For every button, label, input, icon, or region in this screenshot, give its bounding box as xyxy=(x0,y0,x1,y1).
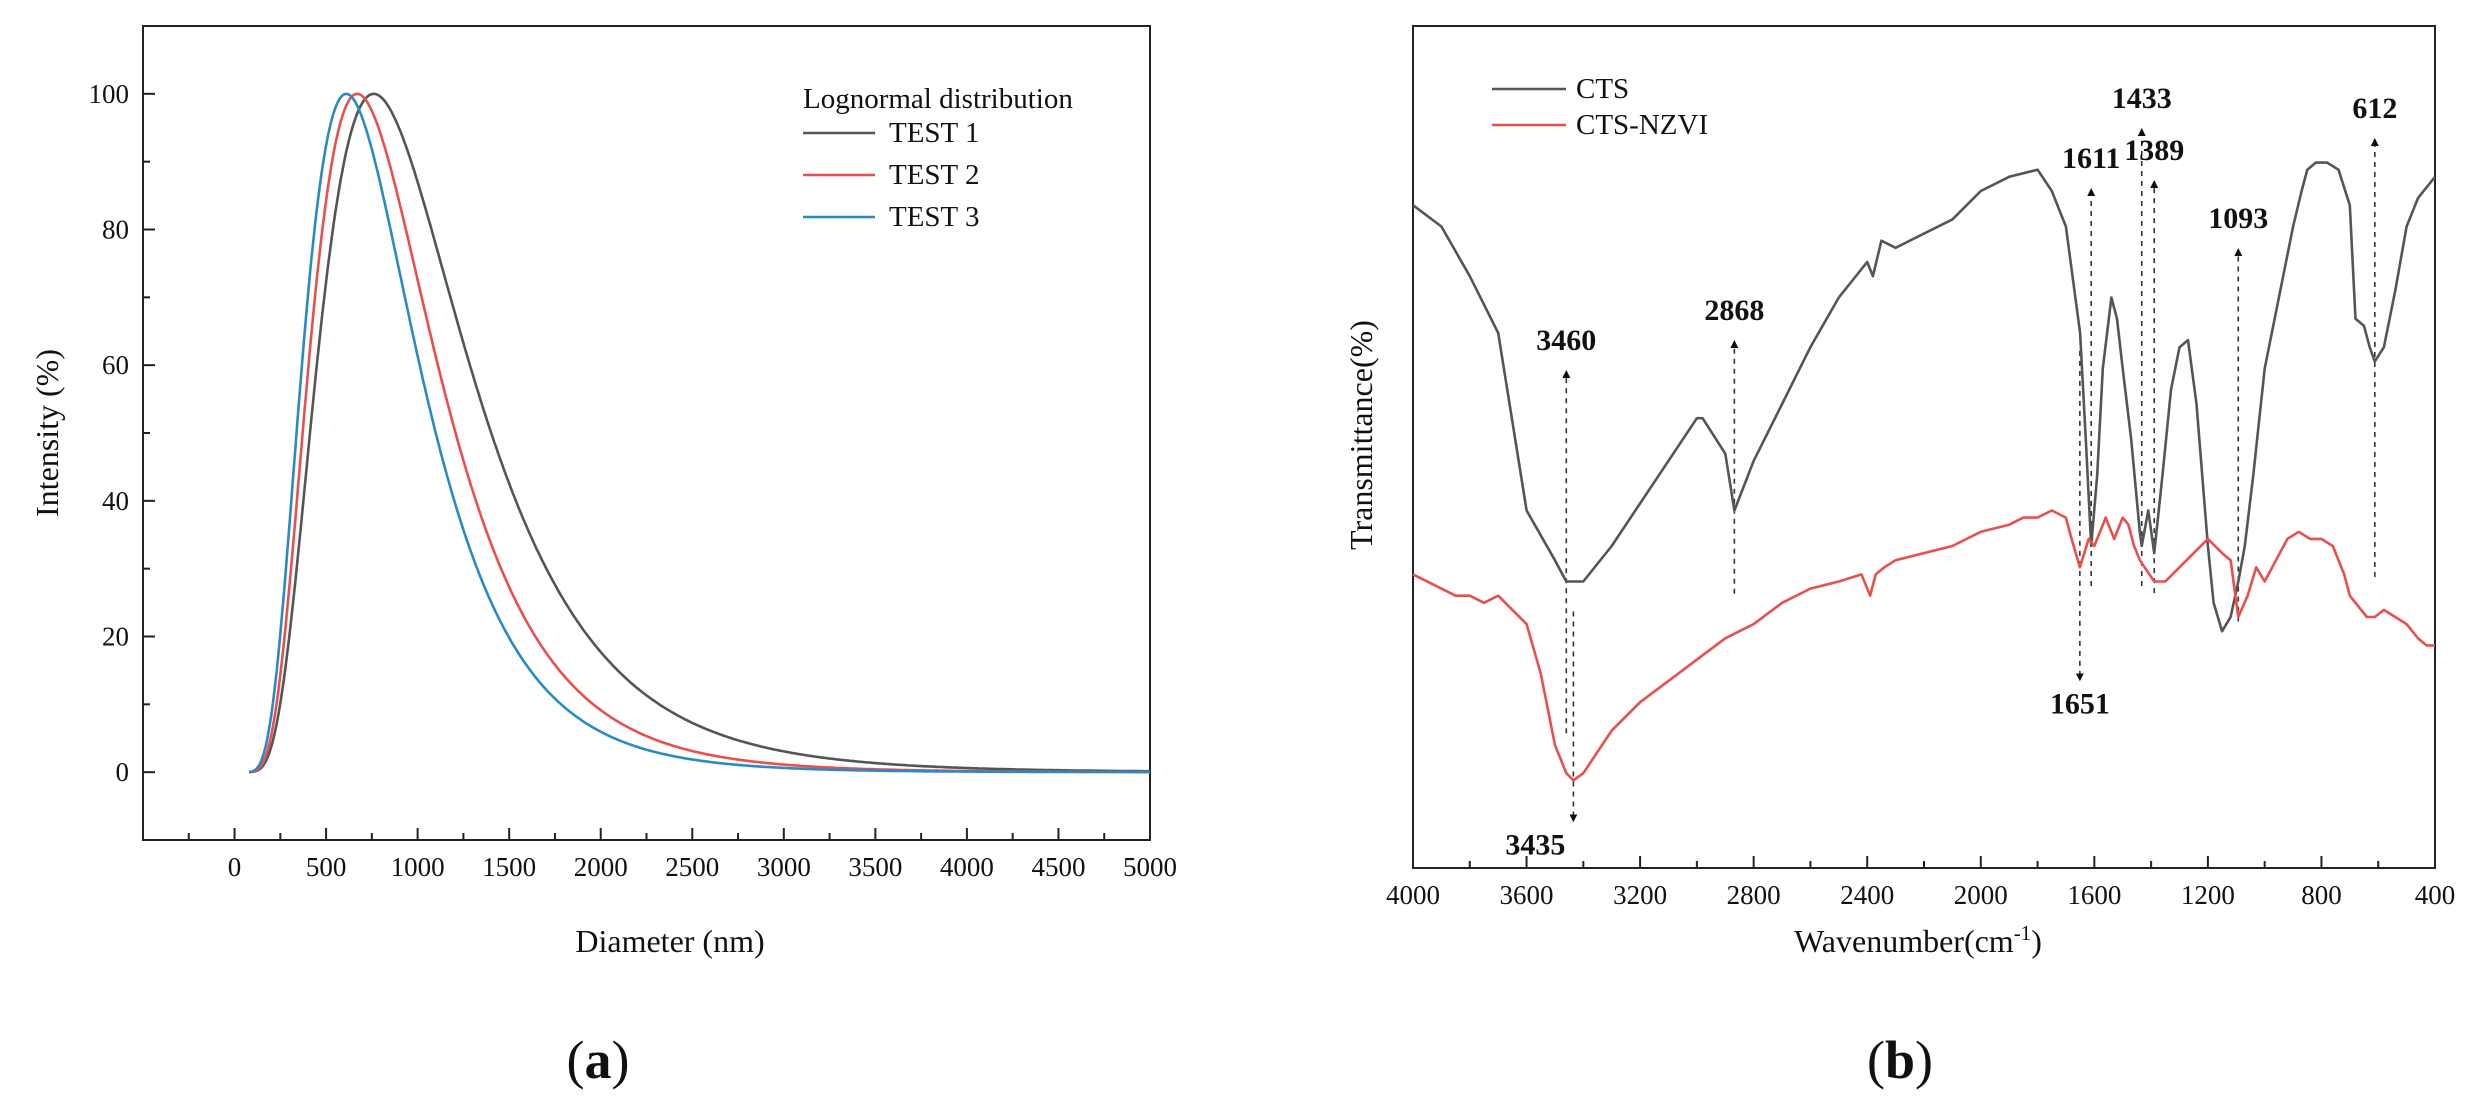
chart-b-x-axis-label-superscript: -1 xyxy=(2014,921,2032,945)
chart-a-ticks: 0 500 1000 1500 2000 2500 3000 3500 4000 4500 5000… xyxy=(89,25,1177,882)
chart-a-x-tick-label-4000: 4000 xyxy=(940,852,994,882)
chart-b-annotation-label-1389: 1389 xyxy=(2124,134,2184,167)
chart-a-y-tick-label-40: 40 xyxy=(102,486,129,516)
chart-a-x-tick-label-500: 500 xyxy=(306,852,347,882)
chart-a-y-axis-label: Intensity (%) xyxy=(29,349,65,517)
chart-b-series-line-2 xyxy=(1412,509,2435,782)
chart-b-x-tick-label-2400: 2400 xyxy=(1840,880,1894,910)
chart-b-legend-label-1: CTS xyxy=(1576,73,1629,105)
chart-b-series xyxy=(1412,161,2437,782)
chart-b-annotation-label-1433: 1433 xyxy=(2112,82,2172,115)
chart-b-annotation-label-3460: 3460 xyxy=(1536,324,1596,357)
chart-a-y-tick-label-0: 0 xyxy=(116,757,130,787)
chart-a-x-tick-label-1500: 1500 xyxy=(482,852,536,882)
chart-b-legend-label-2: CTS-NZVI xyxy=(1576,109,1708,141)
chart-b-annotation-label-1651: 1651 xyxy=(2050,687,2110,720)
chart-b-x-tick-label-2000: 2000 xyxy=(1954,880,2008,910)
panel-label-b-open: ( xyxy=(1867,1030,1885,1090)
chart-a-legend-label-2: TEST 2 xyxy=(889,159,980,191)
chart-b-x-tick-label-1600: 1600 xyxy=(2067,880,2121,910)
chart-b-x-tick-label-400: 400 xyxy=(2415,880,2456,910)
chart-a-legend-title: Lognormal distribution xyxy=(803,83,1073,115)
chart-b-plot-frame xyxy=(1412,25,2436,869)
chart-b-annotation-label-1611: 1611 xyxy=(2062,142,2120,175)
chart-b-x-tick-label-1200: 1200 xyxy=(2181,880,2235,910)
chart-a-legend-label-3: TEST 3 xyxy=(889,201,980,233)
panel-label-b-letter: b xyxy=(1885,1030,1915,1090)
chart-a-x-tick-label-0: 0 xyxy=(228,852,242,882)
chart-a-y-tick-label-60: 60 xyxy=(102,350,129,380)
chart-b-annotation-label-612: 612 xyxy=(2352,92,2397,125)
panel-label-b: (b) xyxy=(1867,1030,1933,1090)
chart-b-x-tick-label-4000: 4000 xyxy=(1386,880,1440,910)
chart-a-x-tick-label-2000: 2000 xyxy=(574,852,628,882)
chart-b-annotation-label-3435: 3435 xyxy=(1505,828,1565,861)
chart-a-series xyxy=(248,92,1150,774)
chart-a-x-tick-label-2500: 2500 xyxy=(665,852,719,882)
panel-label-a-open: ( xyxy=(567,1030,585,1090)
panel-label-b-close: ) xyxy=(1915,1030,1933,1090)
chart-b-x-axis-label: Wavenumber(cm-1) xyxy=(1794,921,2042,959)
chart-a-x-tick-label-1000: 1000 xyxy=(391,852,445,882)
chart-a-x-axis-label: Diameter (nm) xyxy=(575,923,764,959)
chart-b-ticks: 4000 3600 3200 2800 2400 2000 1600 1200 800 400 xyxy=(1386,856,2455,910)
chart-a-y-tick-label-100: 100 xyxy=(89,79,130,109)
chart-b: 4000 3600 3200 2800 2400 2000 1600 1200 800 400 3… xyxy=(1343,25,2455,959)
chart-a-x-tick-label-3500: 3500 xyxy=(848,852,902,882)
chart-a-plot-frame xyxy=(142,25,1151,841)
chart-a-x-tick-label-4500: 4500 xyxy=(1031,852,1085,882)
chart-a: 0 500 1000 1500 2000 2500 3000 3500 4000 4500 5000… xyxy=(29,25,1177,959)
chart-a-series-line-1 xyxy=(249,92,1150,774)
panel-label-a: (a) xyxy=(567,1030,630,1090)
chart-b-x-axis-label-main: Wavenumber(cm xyxy=(1794,923,2014,959)
chart-b-legend: CTS CTS-NZVI xyxy=(1492,73,1708,141)
chart-a-x-tick-label-3000: 3000 xyxy=(757,852,811,882)
chart-b-annotations: 3460 2868 1611 1433 1389 1093 612 3435 1651 xyxy=(1505,82,2397,861)
panel-label-a-letter: a xyxy=(585,1030,612,1090)
chart-a-y-tick-label-80: 80 xyxy=(102,215,129,245)
chart-b-annotation-label-1093: 1093 xyxy=(2208,202,2268,235)
panel-label-a-close: ) xyxy=(612,1030,630,1090)
chart-b-x-tick-label-3200: 3200 xyxy=(1613,880,1667,910)
chart-a-legend: TEST 1 TEST 2 TEST 3 xyxy=(803,117,980,233)
chart-b-x-tick-label-800: 800 xyxy=(2301,880,2342,910)
chart-a-legend-label-1: TEST 1 xyxy=(889,117,980,149)
chart-b-x-axis-label-suffix: ) xyxy=(2031,923,2042,959)
chart-a-x-tick-label-5000: 5000 xyxy=(1123,852,1177,882)
chart-b-x-tick-label-3600: 3600 xyxy=(1500,880,1554,910)
chart-b-annotation-label-2868: 2868 xyxy=(1704,294,1764,327)
chart-a-series-line-3 xyxy=(248,92,1150,774)
chart-b-y-axis-label: Transmittance(%) xyxy=(1343,320,1379,550)
chart-a-y-tick-label-20: 20 xyxy=(102,622,129,652)
chart-b-x-tick-label-2800: 2800 xyxy=(1727,880,1781,910)
chart-b-series-line-1 xyxy=(1412,161,2437,633)
